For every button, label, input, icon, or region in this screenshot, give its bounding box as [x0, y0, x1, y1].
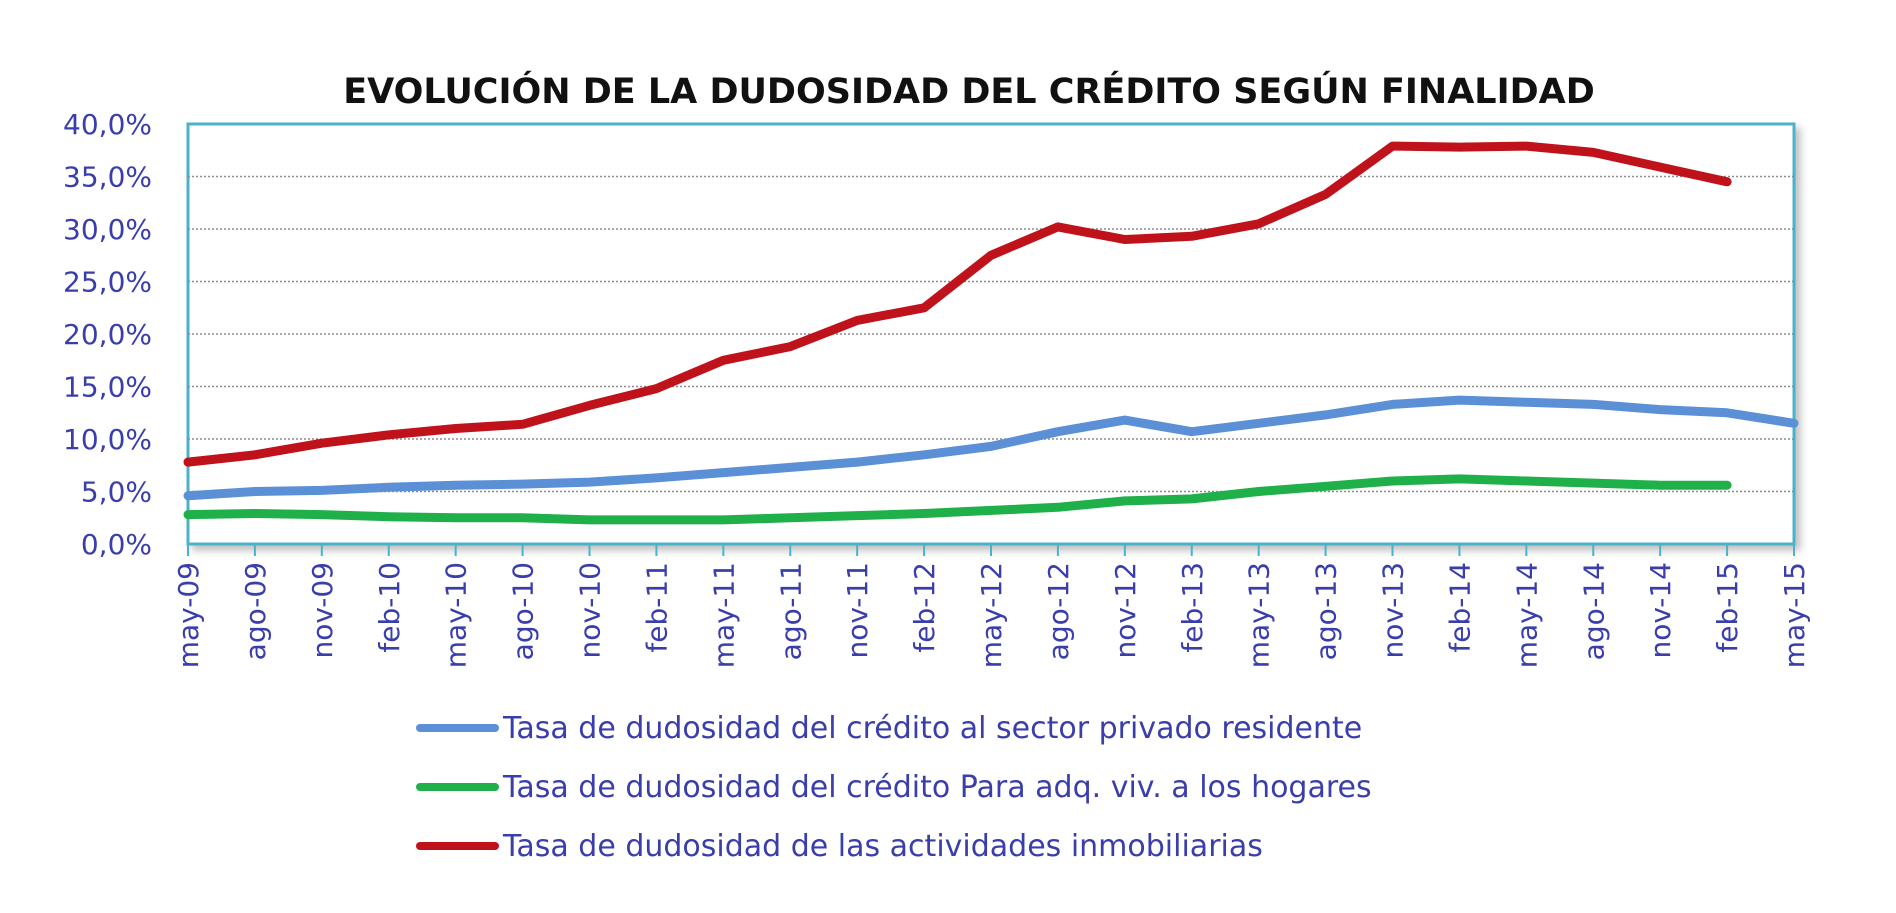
x-tick-label: may-10: [440, 562, 473, 668]
x-tick-label: nov-10: [574, 562, 607, 658]
legend-label: Tasa de dudosidad del crédito Para adq. …: [502, 770, 1372, 805]
legend-label: Tasa de dudosidad del crédito al sector …: [502, 711, 1362, 746]
x-tick-label: feb-13: [1176, 562, 1209, 653]
x-tick-label: feb-15: [1711, 562, 1744, 653]
x-tick-label: may-12: [975, 562, 1008, 668]
x-tick-label: may-15: [1778, 562, 1811, 668]
x-tick-label: ago-12: [1042, 562, 1075, 660]
x-tick-label: ago-10: [507, 562, 540, 660]
y-tick-label: 0,0%: [81, 528, 152, 561]
legend-label: Tasa de dudosidad de las actividades inm…: [502, 829, 1263, 864]
y-axis: 0,0% 5,0% 10,0% 15,0% 20,0% 25,0% 30,0% 35,0% 40…: [63, 108, 152, 561]
series-line-2: [183, 474, 1732, 525]
legend: Tasa de dudosidad del crédito al sector …: [416, 711, 1372, 864]
x-axis: may-09 ago-09 nov-09 feb-10 may-10 ago-10 nov-…: [172, 544, 1811, 668]
x-tick-label: ago-09: [239, 562, 272, 660]
y-tick-label: 10,0%: [63, 423, 152, 456]
x-tick-label: nov-13: [1377, 562, 1410, 658]
chart-title: EVOLUCIÓN DE LA DUDOSIDAD DEL CRÉDITO SE…: [343, 70, 1595, 112]
x-tick-label: feb-10: [373, 562, 406, 653]
series-line-3: [183, 141, 1732, 467]
y-tick-label: 5,0%: [81, 476, 152, 509]
x-tick-label: may-14: [1510, 562, 1543, 668]
x-tick-label: nov-11: [841, 562, 874, 658]
y-tick-label: 30,0%: [63, 213, 152, 246]
x-tick-label: feb-11: [640, 562, 673, 653]
y-tick-label: 25,0%: [63, 266, 152, 299]
x-tick-label: nov-12: [1109, 562, 1142, 658]
x-tick-label: nov-14: [1644, 562, 1677, 658]
x-tick-label: feb-14: [1443, 562, 1476, 653]
y-tick-label: 40,0%: [63, 108, 152, 141]
x-tick-label: ago-14: [1577, 562, 1610, 660]
x-tick-label: may-11: [707, 562, 740, 668]
x-tick-label: nov-09: [306, 562, 339, 658]
x-tick-label: may-13: [1243, 562, 1276, 668]
x-tick-label: ago-11: [774, 562, 807, 660]
x-tick-label: may-09: [172, 562, 205, 668]
y-tick-label: 15,0%: [63, 371, 152, 404]
y-tick-label: 35,0%: [63, 161, 152, 194]
series-line-1: [183, 395, 1799, 501]
x-tick-label: feb-12: [908, 562, 941, 653]
x-tick-label: ago-13: [1310, 562, 1343, 660]
series-lines: [183, 141, 1799, 525]
y-tick-label: 20,0%: [63, 318, 152, 351]
plot-area: [186, 122, 1796, 546]
